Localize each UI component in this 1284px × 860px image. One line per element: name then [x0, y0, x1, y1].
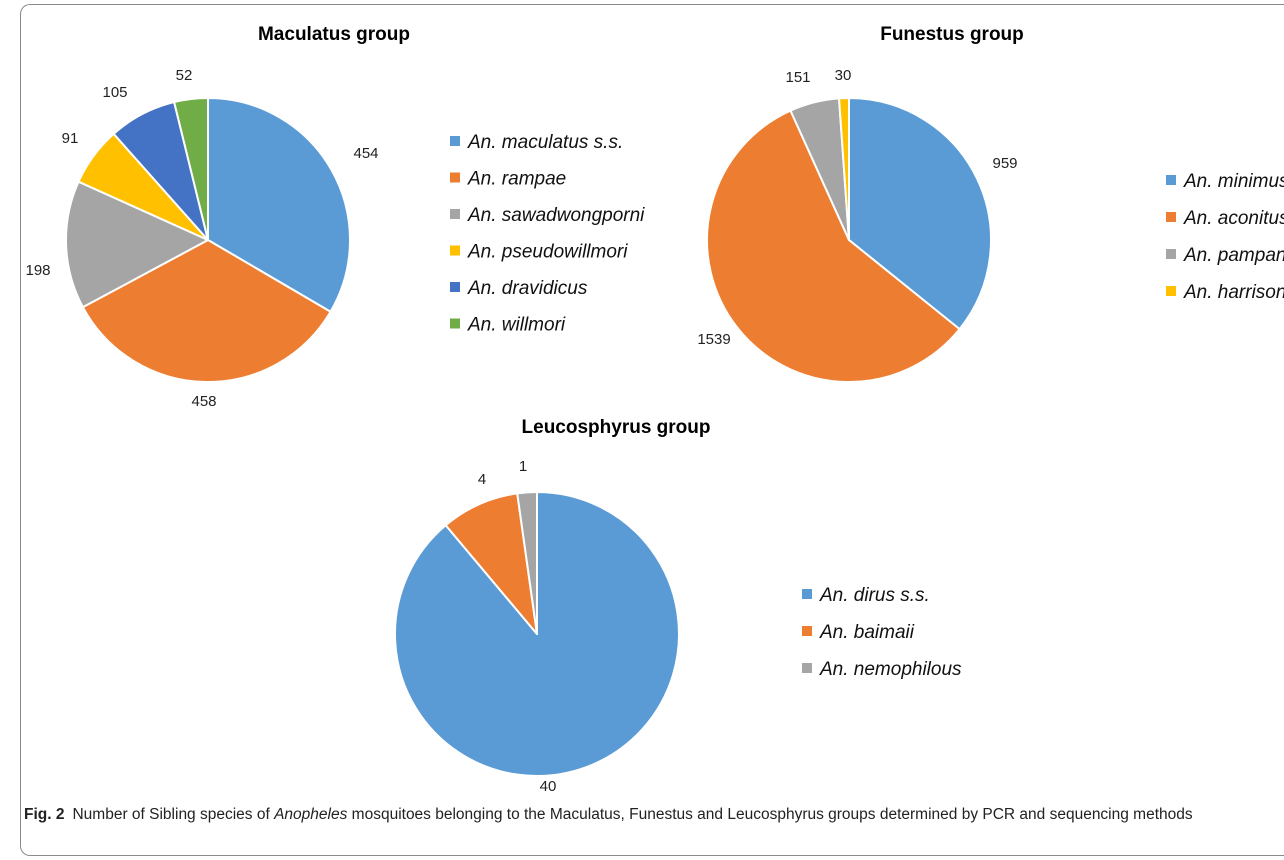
legend: An. dirus s.s. An. baimaii An. nemophilous: [802, 585, 962, 680]
pie-slice-an-harrisoni: [838, 96, 850, 241]
legend-label-an-harrisoni: An. harrisoni: [1183, 282, 1284, 303]
data-label-an-minimus-s-s: 959: [992, 155, 1017, 172]
caption-genus: Anopheles: [274, 806, 348, 823]
data-label-an-rampae: 458: [191, 393, 216, 410]
legend-swatch-an-willmori: [450, 318, 460, 329]
legend-swatch-an-dirus-s-s: [802, 589, 812, 599]
maculatus-group-chart: Maculatus group 454 458 198 91 105 52 An. macul…: [25, 24, 645, 410]
legend-label-an-willmori: An. willmori: [467, 315, 566, 336]
legend-swatch-an-pseudowillmori: [450, 245, 460, 256]
pie-slice-an-sawadwongporni: [65, 180, 209, 309]
pie-slice-an-aconitus: [706, 109, 961, 383]
data-label-an-dravidicus: 105: [102, 84, 127, 101]
legend-label-an-rampae: An. rampae: [467, 169, 566, 190]
legend-swatch-an-maculatus-s-s: [450, 136, 460, 146]
legend-label-an-dravidicus: An. dravidicus: [467, 278, 588, 299]
chart-title: Maculatus group: [258, 24, 410, 45]
legend-swatch-an-rampae: [450, 172, 460, 183]
legend-swatch-an-nemophilous: [802, 663, 812, 673]
legend: An. minimus s.s. An. aconitus An. pampanai…: [1166, 171, 1284, 303]
funestus-group-chart: Funestus group 959 1539 151 30 An. minimus s.…: [697, 24, 1284, 383]
data-label-an-dirus-s-s: 40: [540, 778, 557, 795]
legend-label-an-minimus-s-s: An. minimus s.s.: [1183, 171, 1284, 192]
data-label-an-pampanai: 151: [785, 69, 810, 86]
data-label-an-sawadwongporni: 198: [25, 262, 50, 279]
legend-swatch-an-aconitus: [1166, 212, 1176, 222]
legend-label-an-dirus-s-s: An. dirus s.s.: [819, 585, 930, 606]
pie-slice-an-willmori: [173, 97, 209, 241]
data-label-an-aconitus: 1539: [697, 331, 730, 348]
legend-label-an-pampanai: An. pampanai: [1183, 245, 1284, 266]
data-label-an-harrisoni: 30: [835, 67, 852, 84]
pie-slice-an-rampae: [81, 239, 332, 383]
data-label-an-baimaii: 4: [478, 471, 486, 488]
figure-label: Fig. 2: [24, 806, 65, 823]
data-label-an-willmori: 52: [176, 67, 193, 84]
figure-frame: [20, 4, 1284, 856]
pie-slice-an-nemophilous: [516, 490, 538, 635]
legend-swatch-an-baimaii: [802, 626, 812, 636]
chart-title: Leucosphyrus group: [522, 417, 711, 438]
pie-charts: Maculatus group 454 458 198 91 105 52 An. macul…: [25, 24, 1284, 795]
data-label-an-maculatus-s-s: 454: [353, 145, 378, 162]
data-label-an-nemophilous: 1: [519, 458, 527, 475]
legend-swatch-an-harrisoni: [1166, 286, 1176, 296]
data-label-an-pseudowillmori: 91: [62, 130, 79, 147]
legend-label-an-maculatus-s-s: An. maculatus s.s.: [467, 132, 623, 153]
caption-text-after: mosquitoes belonging to the Maculatus, F…: [347, 806, 1193, 823]
legend-swatch-an-minimus-s-s: [1166, 175, 1176, 185]
legend-label-an-aconitus: An. aconitus: [1183, 208, 1284, 229]
legend-label-an-pseudowillmori: An. pseudowillmori: [467, 242, 628, 263]
legend: An. maculatus s.s. An. rampae An. sawadwon…: [450, 132, 645, 336]
legend-swatch-an-sawadwongporni: [450, 209, 460, 219]
legend-swatch-an-dravidicus: [450, 282, 460, 292]
figure-caption: Fig. 2 Number of Sibling species of Anoph…: [24, 804, 1264, 825]
legend-swatch-an-pampanai: [1166, 249, 1176, 259]
chart-title: Funestus group: [880, 24, 1024, 45]
pie-slice-an-minimus-s-s: [848, 97, 992, 331]
legend-label-an-nemophilous: An. nemophilous: [819, 659, 962, 680]
pie-slice-an-maculatus-s-s: [207, 97, 351, 313]
legend-label-an-sawadwongporni: An. sawadwongporni: [467, 205, 645, 226]
caption-text-before: Number of Sibling species of: [72, 806, 275, 823]
legend-label-an-baimaii: An. baimaii: [819, 622, 915, 643]
